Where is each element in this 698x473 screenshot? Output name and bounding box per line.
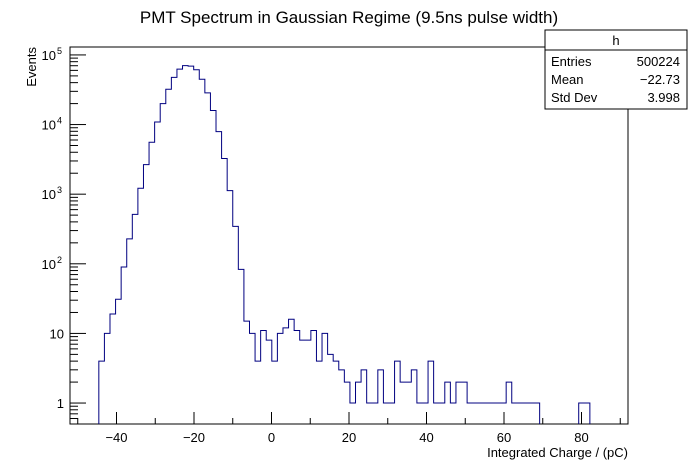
stats-mean-value: −22.73 (640, 72, 680, 87)
stats-box-name: h (612, 33, 619, 48)
x-tick-label: 0 (268, 430, 275, 445)
y-tick-exponent: 2 (57, 255, 62, 265)
y-tick-label: 10 (42, 48, 56, 63)
y-tick-label: 10 (42, 118, 56, 133)
y-tick-exponent: 5 (57, 46, 62, 56)
x-axis-label: Integrated Charge / (pC) (487, 445, 628, 460)
x-tick-label: −40 (105, 430, 127, 445)
x-tick-label: 80 (574, 430, 588, 445)
chart-title: PMT Spectrum in Gaussian Regime (9.5ns p… (140, 8, 558, 27)
x-tick-label: 60 (497, 430, 511, 445)
stats-std-label: Std Dev (551, 90, 598, 105)
x-tick-label: 20 (342, 430, 356, 445)
y-tick-label: 1 (57, 396, 64, 411)
y-tick-label: 10 (50, 326, 64, 341)
y-tick-label: 10 (42, 187, 56, 202)
x-tick-label: −20 (183, 430, 205, 445)
stats-entries-label: Entries (551, 54, 592, 69)
stats-entries-value: 500224 (637, 54, 680, 69)
stats-box-frame (544, 29, 688, 110)
histogram-series-line (98, 65, 591, 424)
stats-mean-label: Mean (551, 72, 584, 87)
y-tick-label: 10 (42, 257, 56, 272)
x-tick-label: 40 (419, 430, 433, 445)
stats-box: h Entries 500224 Mean −22.73 Std Dev 3.9… (544, 29, 688, 110)
y-axis-label: Events (24, 47, 39, 87)
stats-std-value: 3.998 (647, 90, 680, 105)
y-tick-exponent: 3 (57, 185, 62, 195)
y-tick-exponent: 4 (57, 116, 62, 126)
x-axis: −40 −20 0 20 40 60 80 (77, 412, 621, 445)
